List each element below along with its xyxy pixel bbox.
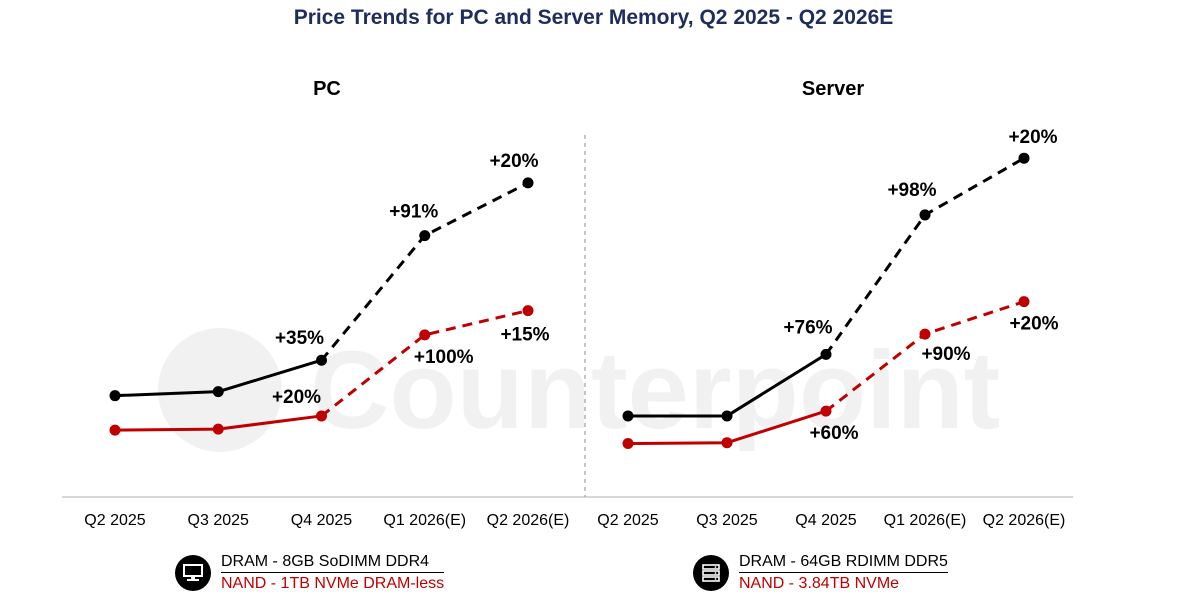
server-icon (693, 554, 729, 591)
pc-change-label: +91% (389, 202, 438, 223)
server-x-tick-label: Q1 2026(E) (884, 512, 967, 529)
pc-x-tick-label: Q3 2025 (188, 512, 249, 529)
server-nand-point (721, 437, 733, 449)
legend-dram-label: DRAM - 64GB RDIMM DDR5 (739, 552, 948, 573)
server-x-tick-label: Q4 2025 (795, 512, 856, 529)
server-chart-title: Server (802, 78, 864, 100)
server-x-tick-label: Q2 2026(E) (983, 512, 1066, 529)
pc-dram-point (316, 354, 327, 366)
pc-x-tick-label: Q1 2026(E) (383, 512, 466, 529)
pc-nand-point (419, 329, 431, 341)
server-change-label: +20% (1009, 314, 1058, 335)
pc-nand-point (316, 410, 327, 422)
chart-title: Price Trends for PC and Server Memory, Q… (293, 6, 894, 29)
pc-x-tick-label: Q4 2025 (291, 512, 352, 529)
pc-nand-point (522, 305, 534, 317)
pc-dram-point (419, 230, 431, 242)
pc-x-tick-label: Q2 2025 (84, 512, 145, 529)
pc-change-label: +20% (272, 387, 321, 408)
server-dram-point (919, 209, 931, 221)
server-change-label: +60% (809, 423, 858, 444)
pc-dram-point (109, 390, 121, 402)
pc-dram-point (522, 177, 534, 189)
server-nand-point (1018, 296, 1030, 308)
server-change-label: +98% (887, 180, 936, 201)
server-nand-point (919, 328, 931, 340)
server-change-label: +20% (1008, 127, 1057, 148)
server-x-tick-label: Q3 2025 (696, 512, 757, 529)
server-dram-point (1018, 152, 1030, 164)
pc-change-label: +35% (275, 328, 324, 349)
server-dram-point (820, 348, 832, 360)
pc-change-label: +15% (500, 325, 549, 346)
legend-server: DRAM - 64GB RDIMM DDR5 NAND - 3.84TB NVM… (693, 552, 948, 593)
server-dram-line-actual (628, 353, 827, 418)
svg-text:Counterpoint: Counterpoint (310, 329, 1000, 452)
pc-nand-point (109, 424, 121, 436)
server-change-label: +76% (783, 317, 832, 338)
pc-nand-line-estimate (320, 309, 529, 418)
legend-nand-label: NAND - 3.84TB NVMe (739, 575, 900, 592)
server-dram-point (622, 410, 634, 422)
pc-chart-title: PC (313, 78, 341, 100)
legend-pc: DRAM - 8GB SoDIMM DDR4 NAND - 1TB NVMe D… (175, 552, 445, 593)
server-dram-point (721, 410, 733, 422)
server-change-label: +90% (921, 344, 970, 365)
server-nand-point (622, 438, 634, 450)
server-nand-point (820, 405, 832, 417)
pc-nand-point (212, 423, 224, 435)
legend-dram-label: DRAM - 8GB SoDIMM DDR4 (221, 552, 445, 573)
pc-x-tick-label: Q2 2026(E) (487, 512, 570, 529)
pc-icon (175, 554, 211, 591)
pc-dram-point (212, 386, 224, 398)
counterpoint-watermark: Counterpoint (158, 328, 1000, 452)
pc-change-label: +20% (489, 151, 538, 172)
legend-nand-label: NAND - 1TB NVMe DRAM-less (221, 575, 445, 592)
server-x-tick-label: Q2 2025 (597, 512, 658, 529)
pc-change-label: +100% (414, 347, 474, 368)
